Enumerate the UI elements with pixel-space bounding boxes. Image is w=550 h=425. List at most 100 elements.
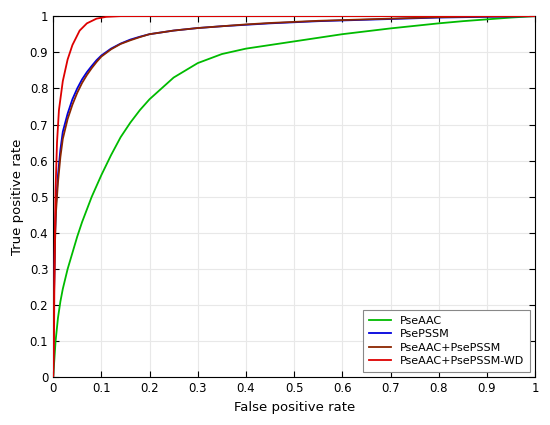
PseAAC+PsePSSM — [52, 238, 58, 243]
PseAAC — [267, 42, 273, 48]
PseAAC+PsePSSM — [117, 41, 124, 46]
PseAAC+PsePSSM — [411, 15, 418, 20]
PseAAC — [108, 153, 114, 158]
PseAAC+PsePSSM — [50, 375, 57, 380]
PseAAC+PsePSSM — [57, 155, 64, 160]
PseAAC+PsePSSM — [53, 209, 59, 214]
Y-axis label: True positive rate: True positive rate — [11, 139, 24, 255]
PsePSSM — [108, 46, 114, 51]
PsePSSM — [117, 41, 124, 46]
PseAAC+PsePSSM — [436, 14, 442, 20]
X-axis label: False positive rate: False positive rate — [234, 401, 355, 414]
PsePSSM — [411, 16, 418, 21]
PseAAC — [59, 286, 66, 292]
PsePSSM — [146, 31, 153, 37]
PseAAC+PsePSSM — [59, 136, 66, 142]
PseAAC — [79, 220, 85, 225]
PseAAC — [243, 46, 249, 51]
PsePSSM — [69, 96, 76, 102]
PseAAC — [436, 21, 442, 26]
PseAAC — [146, 96, 153, 102]
PseAAC+PsePSSM — [532, 14, 538, 19]
PseAAC — [89, 194, 95, 199]
PsePSSM — [315, 19, 322, 24]
PseAAC+PsePSSM-WD — [387, 14, 394, 19]
PseAAC+PsePSSM — [267, 20, 273, 26]
PseAAC+PsePSSM-WD — [69, 42, 76, 48]
PseAAC — [532, 14, 538, 19]
PseAAC — [74, 234, 80, 239]
PsePSSM — [436, 15, 442, 20]
PseAAC+PsePSSM — [84, 73, 90, 78]
PseAAC+PsePSSM-WD — [117, 14, 124, 19]
PseAAC — [64, 266, 71, 272]
PseAAC+PsePSSM-WD — [59, 79, 66, 84]
Line: PsePSSM: PsePSSM — [53, 16, 535, 377]
PseAAC+PsePSSM — [170, 28, 177, 33]
PseAAC+PsePSSM-WD — [483, 14, 490, 19]
PseAAC+PsePSSM-WD — [54, 140, 60, 145]
PseAAC+PsePSSM-WD — [103, 14, 109, 20]
PseAAC — [69, 250, 76, 255]
Legend: PseAAC, PsePSSM, PseAAC+PsePSSM, PseAAC+PsePSSM-WD: PseAAC, PsePSSM, PseAAC+PsePSSM, PseAAC+… — [363, 310, 530, 372]
PseAAC — [218, 51, 225, 57]
PseAAC+PsePSSM-WD — [170, 14, 177, 19]
PsePSSM — [51, 285, 57, 290]
PseAAC+PsePSSM — [98, 54, 104, 59]
PseAAC+PsePSSM-WD — [94, 16, 100, 21]
PsePSSM — [84, 70, 90, 75]
PsePSSM — [54, 173, 61, 178]
PsePSSM — [339, 18, 345, 23]
PsePSSM — [170, 28, 177, 33]
PseAAC — [291, 39, 298, 44]
PseAAC — [94, 184, 100, 189]
PsePSSM — [127, 37, 134, 42]
PsePSSM — [59, 129, 66, 134]
PseAAC+PsePSSM — [136, 34, 143, 40]
PseAAC+PsePSSM — [69, 102, 76, 107]
PseAAC — [136, 108, 143, 113]
PseAAC — [50, 375, 57, 380]
PsePSSM — [291, 20, 298, 25]
PsePSSM — [460, 14, 466, 20]
PseAAC+PsePSSM — [460, 14, 466, 20]
PseAAC — [363, 29, 370, 34]
PseAAC — [54, 315, 61, 320]
PseAAC+PsePSSM — [291, 20, 298, 25]
PseAAC+PsePSSM-WD — [84, 21, 90, 26]
PseAAC — [84, 207, 90, 212]
PseAAC+PsePSSM — [483, 14, 490, 19]
PseAAC+PsePSSM — [146, 31, 153, 37]
PseAAC — [460, 19, 466, 24]
PseAAC — [411, 23, 418, 28]
PseAAC — [508, 15, 514, 20]
PseAAC+PsePSSM — [339, 17, 345, 23]
PseAAC+PsePSSM — [64, 116, 71, 122]
PseAAC+PsePSSM — [363, 17, 370, 22]
PseAAC+PsePSSM — [89, 65, 95, 71]
PsePSSM — [64, 111, 71, 116]
PsePSSM — [57, 147, 64, 153]
PsePSSM — [89, 63, 95, 68]
PseAAC — [117, 135, 124, 140]
PseAAC+PsePSSM — [508, 14, 514, 19]
PsePSSM — [387, 17, 394, 22]
PsePSSM — [267, 21, 273, 26]
PsePSSM — [363, 17, 370, 22]
Line: PseAAC+PsePSSM: PseAAC+PsePSSM — [53, 16, 535, 377]
PsePSSM — [195, 26, 201, 31]
PsePSSM — [50, 375, 57, 380]
PseAAC+PsePSSM — [243, 22, 249, 27]
PseAAC+PsePSSM-WD — [64, 57, 71, 62]
PseAAC+PsePSSM-WD — [51, 357, 57, 362]
PsePSSM — [53, 201, 59, 207]
Line: PseAAC: PseAAC — [53, 16, 535, 377]
PsePSSM — [94, 58, 100, 63]
PseAAC+PsePSSM — [79, 80, 85, 85]
PseAAC — [195, 60, 201, 65]
PseAAC+PsePSSM — [94, 60, 100, 65]
PseAAC+PsePSSM — [195, 26, 201, 31]
PseAAC+PsePSSM — [108, 47, 114, 52]
PseAAC — [170, 75, 177, 80]
PsePSSM — [79, 77, 85, 82]
